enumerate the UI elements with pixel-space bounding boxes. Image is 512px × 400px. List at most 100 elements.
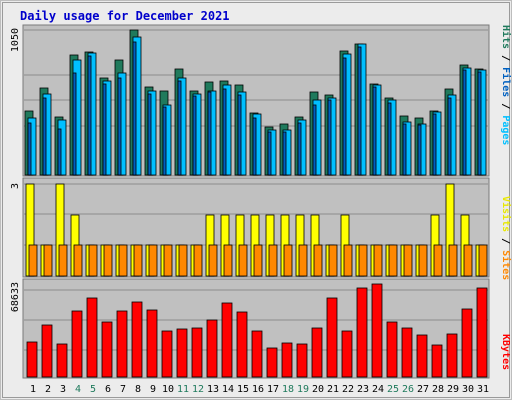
- x-tick-label: 16: [252, 384, 264, 395]
- bar-pages: [222, 88, 227, 176]
- bar-kbytes: [101, 321, 113, 378]
- x-tick-label: 9: [150, 384, 156, 395]
- bar-kbytes: [386, 321, 398, 378]
- bar-kbytes: [311, 327, 323, 378]
- right-axis-label: KBytes: [500, 334, 511, 370]
- x-tick-label: 1: [30, 384, 36, 395]
- x-tick-label: 21: [327, 384, 339, 395]
- bar-pages: [462, 69, 467, 176]
- bar-sites: [148, 244, 158, 277]
- x-tick-label: 17: [267, 384, 279, 395]
- bar-sites: [298, 244, 308, 277]
- bar-sites: [133, 244, 143, 277]
- bar-kbytes: [356, 287, 368, 378]
- bar-sites: [118, 244, 128, 277]
- right-axis-label: Visits / Sites: [500, 196, 512, 280]
- bar-kbytes: [281, 342, 293, 378]
- x-tick-label: 25: [387, 384, 399, 395]
- axis-label-files: Files: [500, 67, 512, 97]
- bar-sites: [328, 244, 338, 277]
- bars-layer: [24, 29, 488, 378]
- bar-kbytes: [446, 333, 458, 378]
- x-tick-label: 7: [120, 384, 126, 395]
- x-tick-label: 29: [447, 384, 459, 395]
- y-max-label: 3: [10, 183, 21, 189]
- bar-pages: [57, 128, 62, 176]
- bar-kbytes: [71, 310, 83, 378]
- x-tick-label: 2: [45, 384, 51, 395]
- bar-sites: [43, 244, 53, 277]
- bar-sites: [313, 244, 323, 277]
- x-tick-label: 10: [162, 384, 174, 395]
- bar-pages: [252, 117, 257, 176]
- bar-pages: [207, 91, 212, 176]
- bar-sites: [208, 244, 218, 277]
- bar-pages: [147, 93, 152, 176]
- bar-sites: [358, 244, 368, 277]
- bar-sites: [388, 244, 398, 277]
- bar-kbytes: [266, 347, 278, 378]
- bar-pages: [237, 94, 242, 176]
- axis-label-pages: Pages: [500, 115, 511, 145]
- x-tick-label: 27: [417, 384, 429, 395]
- axis-label-visits: Visits: [500, 196, 512, 232]
- x-tick-label: 23: [357, 384, 369, 395]
- bar-sites: [193, 244, 203, 277]
- bar-kbytes: [176, 328, 188, 378]
- x-tick-label: 8: [135, 384, 141, 395]
- bar-pages: [72, 72, 77, 176]
- bar-sites: [253, 244, 263, 277]
- bar-pages: [42, 97, 47, 176]
- x-tick-label: 31: [477, 384, 489, 395]
- x-tick-label: 4: [75, 384, 81, 395]
- x-tick-label: 11: [177, 384, 189, 395]
- bar-pages: [297, 122, 302, 176]
- x-tick-label: 15: [237, 384, 249, 395]
- x-tick-label: 14: [222, 384, 234, 395]
- bar-pages: [27, 122, 32, 176]
- bar-sites: [373, 244, 383, 277]
- bar-pages: [327, 99, 332, 176]
- bar-pages: [447, 97, 452, 176]
- bar-kbytes: [326, 297, 338, 378]
- bar-kbytes: [56, 343, 68, 378]
- x-tick-label: 19: [297, 384, 309, 395]
- bar-sites: [58, 244, 68, 277]
- bar-sites: [268, 244, 278, 277]
- x-tick-label: 22: [342, 384, 354, 395]
- right-axis-labels: Hits / Files / Pages Visits / Sites KBytes: [500, 25, 512, 370]
- x-tick-label: 30: [462, 384, 474, 395]
- bar-sites: [223, 244, 233, 277]
- bar-sites: [463, 244, 473, 277]
- bar-kbytes: [341, 330, 353, 378]
- bar-sites: [163, 244, 173, 277]
- bar-kbytes: [296, 343, 308, 378]
- bar-pages: [357, 46, 362, 176]
- bar-pages: [342, 57, 347, 176]
- x-tick-label: 20: [312, 384, 324, 395]
- axis-label-hits: Hits: [500, 25, 512, 49]
- bar-sites: [238, 244, 248, 277]
- bar-sites: [478, 244, 488, 277]
- bar-kbytes: [146, 309, 158, 378]
- y-max-label: 68633: [10, 282, 21, 312]
- bar-kbytes: [251, 330, 263, 378]
- x-tick-label: 18: [282, 384, 294, 395]
- bar-pages: [132, 41, 137, 176]
- bar-kbytes: [131, 301, 143, 378]
- y-max-labels: 1050 3 68633: [10, 28, 21, 312]
- axis-label-kbytes: KBytes: [500, 334, 511, 370]
- bar-pages: [372, 86, 377, 176]
- bar-pages: [102, 83, 107, 176]
- bar-pages: [477, 71, 482, 176]
- x-tick-label: 12: [192, 384, 204, 395]
- bar-pages: [402, 123, 407, 176]
- bar-kbytes: [476, 287, 488, 378]
- bar-kbytes: [221, 302, 233, 378]
- bar-sites: [73, 244, 83, 277]
- x-tick-label: 28: [432, 384, 444, 395]
- bar-kbytes: [26, 341, 38, 378]
- bar-sites: [283, 244, 293, 277]
